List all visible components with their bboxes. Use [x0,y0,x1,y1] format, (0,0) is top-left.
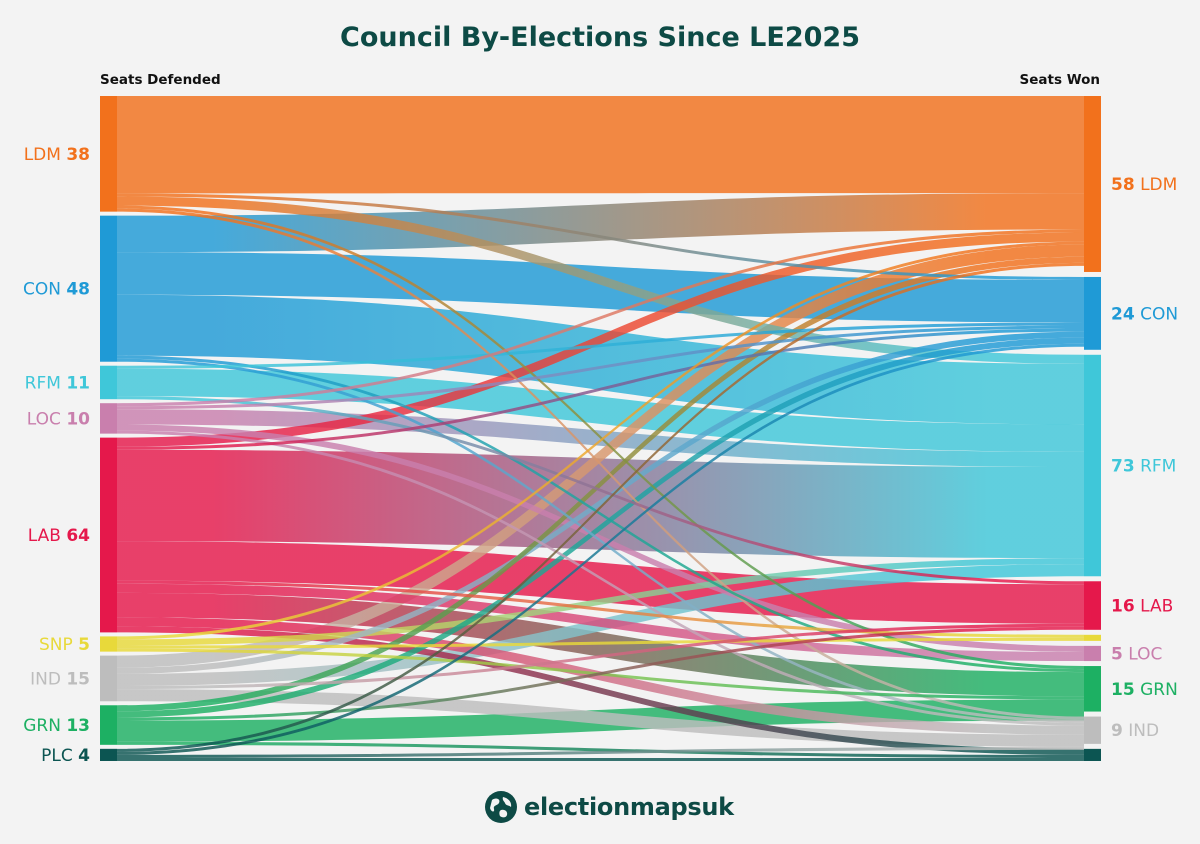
flows-layer [117,96,1084,761]
source-label-rfm: RFM 11 [25,373,90,393]
source-node-con [100,215,117,362]
seats-won-heading: Seats Won [1019,72,1100,88]
source-label-grn: GRN 13 [23,716,90,736]
target-node-rfm [1084,354,1101,577]
flow-plc-to-con [117,343,1084,755]
source-node-ind [100,655,117,702]
source-node-plc [100,748,117,761]
flow-loc-to-loc [117,424,1084,652]
flow-lab-to-ind [117,617,1084,735]
flow-grn-to-con [117,337,1084,718]
source-label-plc: PLC 4 [41,746,90,766]
flow-con-to-grn [117,355,1084,673]
flow-grn-to-plc [117,741,1084,758]
target-label-con: 24 CON [1111,304,1178,324]
flow-ind-to-ind [117,689,1084,747]
source-label-snp: SNP 5 [39,635,90,655]
source-label-loc: LOC 10 [27,409,90,429]
flow-con-to-ldm [117,193,1084,253]
flow-rfm-to-lab [117,396,1084,585]
labels-layer: LDM 38 CON 48 RFM 11 LOC 10 LAB 64 SNP 5 IND 1… [23,145,1178,766]
seats-defended-heading: Seats Defended [100,72,221,88]
flow-grn-to-lab [117,626,1084,721]
target-node-grn [1084,666,1101,712]
flow-ldm-to-rfm [117,196,1084,364]
target-label-grn: 15 GRN [1111,680,1178,700]
source-label-ind: IND 15 [30,669,90,689]
globe-icon [485,791,517,823]
flow-plc-to-ldm [117,262,1084,752]
brand-logo: electionmapsuk [484,787,734,827]
source-node-ldm [100,96,117,212]
flow-loc-to-con [117,325,1084,410]
flow-ldm-to-ind [117,208,1084,720]
brand-name: electionmapsuk [524,793,734,821]
target-node-loc [1084,645,1101,662]
flow-lab-to-ldm [117,232,1084,447]
flow-loc-to-ind [117,430,1084,726]
target-node-con [1084,276,1101,350]
source-label-lab: LAB 64 [28,526,90,546]
target-label-lab: 16 LAB [1111,597,1173,617]
target-label-rfm: 73 RFM [1111,457,1176,477]
target-node-ind [1084,716,1101,744]
source-label-ldm: LDM 38 [24,145,90,165]
target-node-lab [1084,581,1101,630]
nodes-layer [100,96,1101,761]
target-node-ldm [1084,96,1101,272]
chart-title: Council By-Elections Since LE2025 [340,22,860,53]
flow-con-to-ind [117,358,1084,723]
flow-ldm-to-ldm [117,96,1084,194]
source-node-rfm [100,365,117,400]
flow-ldm-to-grn [117,205,1084,670]
flow-snp-to-snp [117,637,1084,649]
flow-ldm-to-con [117,193,1084,281]
flow-snp-to-rfm [117,558,1084,646]
flow-lab-to-snp [117,580,1084,638]
source-label-con: CON 48 [23,280,90,300]
flow-ind-to-con [117,331,1084,674]
flow-lab-to-loc [117,583,1084,662]
flow-loc-to-ldm [117,229,1084,407]
source-node-loc [100,403,117,434]
flow-lab-to-plc [117,626,1084,755]
target-label-ldm: 58 LDM [1111,175,1177,195]
flow-con-to-rfm [117,294,1084,425]
source-node-snp [100,636,117,652]
source-node-lab [100,437,117,633]
target-node-snp [1084,634,1101,641]
flow-rfm-to-con [117,322,1084,369]
target-label-loc: 5 LOC [1111,644,1162,664]
target-label-ind: 9 IND [1111,721,1159,741]
flow-plc-to-ind [117,746,1084,758]
flow-snp-to-ldm [117,241,1084,640]
flow-plc-to-plc [117,757,1084,761]
flow-grn-to-ldm [117,256,1084,712]
flow-lab-to-lab [117,541,1084,624]
flow-ind-to-lab [117,623,1084,690]
flow-ind-to-ldm [117,244,1084,668]
source-node-grn [100,705,117,745]
flow-lab-to-con [117,328,1084,450]
target-node-plc [1084,748,1101,761]
